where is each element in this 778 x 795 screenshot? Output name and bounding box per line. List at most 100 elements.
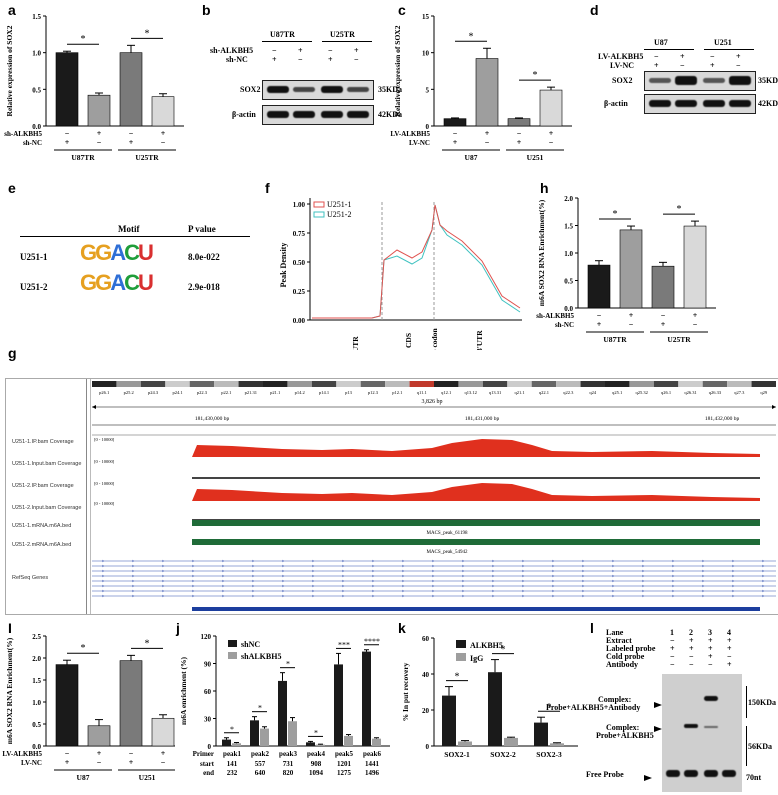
track-label: U251-2.IP.bam Coverage	[12, 483, 74, 489]
band-label: q26.1	[661, 390, 671, 395]
x-tick: SOX2-1	[444, 750, 470, 759]
band-label: q21.1	[514, 390, 524, 395]
ideogram-band	[531, 381, 557, 387]
blot-sox2	[644, 71, 756, 91]
blot-sox2	[262, 80, 374, 100]
track-label: U251-2.mRNA.m6A.bed	[12, 542, 72, 548]
panel-label-I: I	[8, 620, 12, 636]
track-label: U251-1.Input.bam Coverage	[12, 461, 82, 467]
ideogram-band	[287, 381, 312, 387]
row-label: Labeled probe	[606, 644, 656, 653]
row-label: LV-ALKBH5	[2, 750, 42, 758]
sign: −	[161, 758, 166, 767]
sign: −	[654, 52, 659, 61]
range-label: [0 - 10000]	[94, 459, 115, 464]
band-label: p14.2	[295, 390, 305, 395]
series-u251-1	[312, 204, 521, 319]
blot-actin	[644, 94, 756, 114]
x-tick: peak6	[363, 750, 381, 758]
y-tick: 0.0	[32, 123, 41, 131]
row-label: LV-ALKBH5	[598, 52, 644, 61]
bar	[151, 717, 175, 747]
ideogram-band	[214, 381, 239, 387]
track-label: U251-1.mRNA.m6A.bed	[12, 523, 72, 529]
sig-marker: *	[547, 702, 552, 713]
free-probe-label: Free Probe	[586, 770, 624, 779]
blot-actin	[262, 105, 374, 125]
y-tick: 20	[422, 707, 430, 715]
band-label: p24.3	[148, 390, 159, 395]
sig-marker: ***	[338, 640, 350, 649]
row-label: LV-ALKBH5	[390, 130, 430, 138]
ideogram-band	[189, 381, 215, 387]
band-name: SOX2	[612, 76, 633, 85]
sig-marker: *	[286, 660, 290, 669]
complex-label: Complex:	[606, 723, 640, 732]
bar	[458, 741, 472, 746]
bar	[504, 737, 518, 746]
header-motif: Motif	[118, 224, 140, 234]
y-tick: 1.00	[293, 201, 306, 209]
legend-swatch	[456, 640, 466, 648]
sign: +	[161, 129, 166, 138]
sign: +	[661, 320, 666, 329]
band-name: SOX2	[240, 85, 261, 94]
range-label: [0 - 10000]	[94, 481, 115, 486]
y-tick: 1.0	[32, 50, 41, 58]
group-label: U87	[77, 773, 90, 782]
panel-label-f: f	[265, 180, 270, 196]
sign: +	[161, 749, 166, 758]
motif-table: Motif P value U251-1 GGACU 8.0e-022 U251…	[20, 200, 250, 310]
group-label: U87TR	[270, 30, 295, 39]
group-label: U87	[654, 38, 668, 47]
sign: −	[629, 320, 634, 329]
y-tick: 0.5	[32, 721, 41, 729]
band-label: p14.1	[319, 390, 329, 395]
band-size: 42KDa	[758, 99, 778, 108]
sign: −	[736, 61, 741, 70]
y-tick: 10	[422, 50, 430, 58]
lane-sign: −	[670, 660, 675, 669]
sign: −	[129, 129, 134, 138]
band-label: p21.31	[245, 390, 257, 395]
sign: +	[710, 61, 715, 70]
ideogram-band	[482, 381, 508, 387]
header-p: P value	[188, 224, 216, 234]
y-tick: 2.5	[32, 633, 41, 641]
sign: +	[453, 138, 458, 147]
row-label: sh-NC	[555, 321, 574, 329]
band-size: 35KDa	[378, 85, 402, 94]
legend-u251-1: U251-1	[327, 200, 351, 209]
lane-sign: −	[670, 636, 675, 645]
western-b: U87TR U25TR sh-ALKBH5 sh-NC − + − + + − …	[210, 30, 402, 160]
end-value: 1275	[337, 769, 352, 777]
group-label: U251	[527, 153, 544, 162]
sig-marker: *	[613, 209, 618, 220]
bar	[507, 118, 531, 127]
band-label: q22.1	[539, 390, 549, 395]
row-label: sh-ALKBH5	[536, 312, 574, 320]
ideogram-band	[385, 381, 410, 387]
end-value: 1094	[309, 769, 324, 777]
sign: −	[453, 129, 458, 138]
start-value: 1201	[337, 760, 352, 768]
panel-label-c: c	[398, 2, 406, 18]
legend-swatch	[228, 640, 237, 647]
complex-label: Probe+ALKBH5+Antibody	[546, 703, 641, 712]
band-label: q27.3	[734, 390, 745, 395]
sig-marker: *	[533, 70, 538, 81]
bar	[334, 664, 343, 746]
bar	[475, 58, 499, 127]
coord: 181,430,000 bp	[195, 416, 230, 422]
bar	[232, 743, 241, 746]
peak-label: MACS_peak_54942	[426, 550, 468, 555]
bar	[55, 664, 79, 747]
sign: −	[298, 55, 303, 64]
peak-label: MACS_peak_61198	[427, 531, 468, 536]
sign: +	[97, 129, 102, 138]
ideogram-band	[580, 381, 605, 387]
ideogram-band	[458, 381, 483, 387]
row-label: LV-NC	[610, 61, 635, 70]
sig-marker: *	[81, 34, 86, 45]
y-axis-label: m6A SOX2 RNA Enrichment(%)	[5, 637, 14, 744]
